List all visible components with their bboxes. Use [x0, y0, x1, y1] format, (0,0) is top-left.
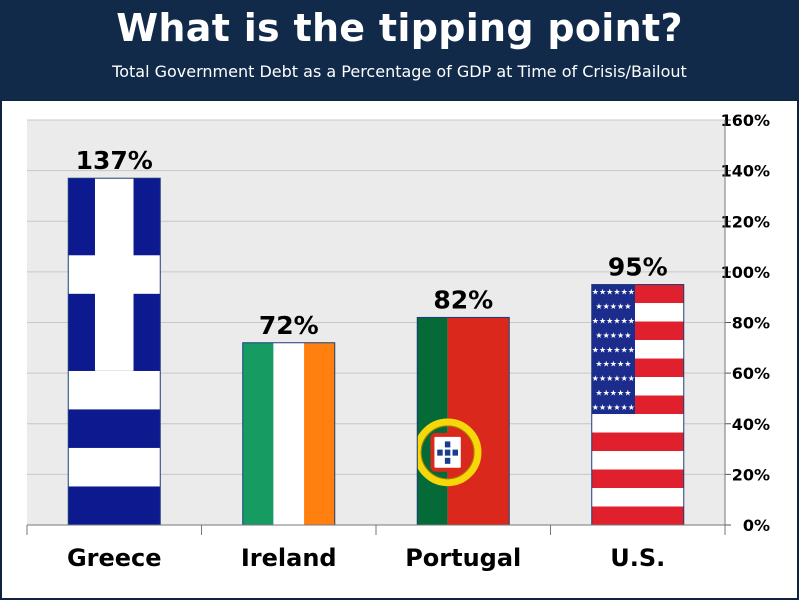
y-tick-label: 0% [743, 516, 770, 535]
svg-text:★: ★ [606, 288, 613, 297]
svg-text:★: ★ [613, 316, 620, 325]
data-label: 137% [76, 146, 153, 175]
y-tick-label: 20% [732, 465, 770, 484]
svg-text:★: ★ [628, 316, 635, 325]
svg-text:★: ★ [617, 388, 624, 397]
svg-text:★: ★ [617, 360, 624, 369]
svg-text:★: ★ [599, 316, 606, 325]
y-tick-label: 120% [721, 212, 770, 231]
x-category-label: Greece [67, 544, 162, 572]
svg-text:★: ★ [603, 388, 610, 397]
svg-text:★: ★ [610, 302, 617, 311]
svg-text:★: ★ [621, 345, 628, 354]
svg-text:★: ★ [599, 374, 606, 383]
svg-text:★: ★ [595, 360, 602, 369]
svg-text:★: ★ [621, 288, 628, 297]
bar-chart: ★ ★ ★ ★ ★ ★★ ★ ★ ★ ★★ ★ ★ ★ ★ ★★ ★ ★ ★ ★★ ★ ★ ★ ★ ★★ ★ ★ ★ ★★ ★ ★ ★ ★ ★★… [26, 111, 770, 572]
bar-greece [67, 177, 161, 526]
svg-text:★: ★ [610, 331, 617, 340]
y-tick-label: 100% [721, 263, 770, 282]
svg-text:★: ★ [606, 345, 613, 354]
y-tick-label: 80% [732, 314, 770, 333]
svg-text:★: ★ [624, 388, 631, 397]
chart-subtitle: Total Government Debt as a Percentage of… [112, 62, 687, 81]
greece-flag [68, 178, 161, 525]
bar-us: ★ ★ ★ ★ ★ ★★ ★ ★ ★ ★★ ★ ★ ★ ★ ★★ ★ ★ ★ ★★ ★ ★ ★ ★ ★★ ★ ★ ★ ★★ ★ ★ ★ ★ ★★… [591, 284, 685, 526]
data-label: 82% [433, 285, 493, 314]
svg-text:★: ★ [592, 316, 599, 325]
svg-text:★: ★ [606, 374, 613, 383]
svg-text:★: ★ [617, 331, 624, 340]
svg-text:★: ★ [624, 360, 631, 369]
svg-text:★: ★ [628, 403, 635, 412]
svg-text:★: ★ [621, 316, 628, 325]
svg-text:★: ★ [624, 331, 631, 340]
y-tick-label: 160% [721, 111, 770, 130]
svg-text:★: ★ [613, 403, 620, 412]
svg-text:★: ★ [595, 302, 602, 311]
svg-text:★: ★ [628, 374, 635, 383]
svg-text:★: ★ [613, 345, 620, 354]
svg-text:★: ★ [592, 403, 599, 412]
svg-text:★: ★ [624, 302, 631, 311]
svg-text:★: ★ [613, 288, 620, 297]
header-banner: What is the tipping point? Total Governm… [0, 0, 799, 100]
svg-text:★: ★ [606, 403, 613, 412]
svg-text:★: ★ [595, 331, 602, 340]
us-flag: ★ ★ ★ ★ ★ ★★ ★ ★ ★ ★★ ★ ★ ★ ★ ★★ ★ ★ ★ ★★ ★ ★ ★ ★ ★★ ★ ★ ★ ★★ ★ ★ ★ ★ ★★… [591, 284, 684, 525]
svg-text:★: ★ [599, 403, 606, 412]
svg-text:★: ★ [621, 403, 628, 412]
svg-text:★: ★ [599, 288, 606, 297]
svg-text:★: ★ [628, 288, 635, 297]
svg-text:★: ★ [592, 345, 599, 354]
x-category-label: Ireland [241, 544, 337, 572]
data-label: 95% [608, 253, 668, 282]
chart-title: What is the tipping point? [116, 6, 683, 50]
x-category-label: U.S. [610, 544, 665, 572]
bar-ireland [242, 342, 336, 526]
svg-text:★: ★ [610, 360, 617, 369]
svg-text:★: ★ [610, 388, 617, 397]
portugal-flag [417, 317, 510, 525]
svg-text:★: ★ [628, 345, 635, 354]
x-category-label: Portugal [405, 544, 521, 572]
y-tick-label: 140% [721, 162, 770, 181]
svg-text:★: ★ [603, 302, 610, 311]
y-tick-label: 40% [732, 415, 770, 434]
bar-portugal [416, 316, 510, 526]
chart-panel: ★ ★ ★ ★ ★ ★ ★ ★ ★ ★ ★ ★ ★ ★ ★ ★ ★ ★ ★ ★ ★ ★ ★ ★ ★ ★ ★ ★ ★ ★ ★ ★ ★ ★ ★ ★ ★ ★ ★ ★… [2, 101, 797, 598]
svg-text:★: ★ [606, 316, 613, 325]
svg-text:★: ★ [621, 374, 628, 383]
svg-text:★: ★ [603, 331, 610, 340]
svg-text:★: ★ [595, 388, 602, 397]
ireland-flag [242, 342, 335, 525]
data-label: 72% [259, 311, 319, 340]
svg-text:★: ★ [613, 374, 620, 383]
svg-text:★: ★ [617, 302, 624, 311]
svg-text:★: ★ [599, 345, 606, 354]
y-tick-label: 60% [732, 364, 770, 383]
svg-text:★: ★ [592, 374, 599, 383]
svg-text:★: ★ [603, 360, 610, 369]
svg-text:★: ★ [592, 288, 599, 297]
